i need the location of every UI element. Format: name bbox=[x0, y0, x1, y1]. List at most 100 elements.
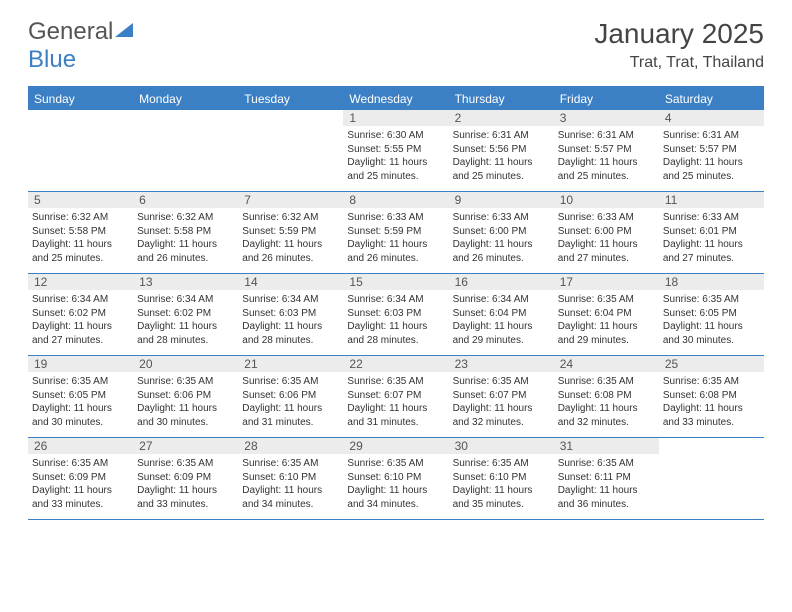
daylight-text: Daylight: 11 hours and 28 minutes. bbox=[137, 320, 234, 347]
day-info: Sunrise: 6:35 AMSunset: 6:07 PMDaylight:… bbox=[453, 375, 550, 429]
day-number bbox=[659, 438, 764, 454]
calendar-cell: 15Sunrise: 6:34 AMSunset: 6:03 PMDayligh… bbox=[343, 274, 448, 355]
sunset-text: Sunset: 6:02 PM bbox=[137, 307, 234, 321]
sunset-text: Sunset: 6:03 PM bbox=[347, 307, 444, 321]
daylight-text: Daylight: 11 hours and 26 minutes. bbox=[242, 238, 339, 265]
sunset-text: Sunset: 6:10 PM bbox=[347, 471, 444, 485]
sunrise-text: Sunrise: 6:35 AM bbox=[347, 375, 444, 389]
sunset-text: Sunset: 6:09 PM bbox=[32, 471, 129, 485]
sunrise-text: Sunrise: 6:34 AM bbox=[242, 293, 339, 307]
daylight-text: Daylight: 11 hours and 25 minutes. bbox=[663, 156, 760, 183]
daylight-text: Daylight: 11 hours and 27 minutes. bbox=[663, 238, 760, 265]
day-info: Sunrise: 6:31 AMSunset: 5:57 PMDaylight:… bbox=[558, 129, 655, 183]
day-number: 5 bbox=[28, 192, 133, 208]
calendar-cell: 23 Sunrise: 6:35 AMSunset: 6:07 PMDayligh… bbox=[449, 356, 554, 437]
day-number: 7 bbox=[238, 192, 343, 208]
sunset-text: Sunset: 6:00 PM bbox=[558, 225, 655, 239]
calendar-cell: 6Sunrise: 6:32 AMSunset: 5:58 PMDaylight… bbox=[133, 192, 238, 273]
day-info: Sunrise: 6:35 AMSunset: 6:11 PMDaylight:… bbox=[558, 457, 655, 511]
sunset-text: Sunset: 5:59 PM bbox=[347, 225, 444, 239]
day-number: 12 bbox=[28, 274, 133, 290]
day-number: 31 bbox=[554, 438, 659, 454]
day-number: 9 bbox=[449, 192, 554, 208]
calendar-cell: 14Sunrise: 6:34 AMSunset: 6:03 PMDayligh… bbox=[238, 274, 343, 355]
day-number: 23 bbox=[449, 356, 554, 372]
calendar-cell: 24Sunrise: 6:35 AMSunset: 6:08 PMDayligh… bbox=[554, 356, 659, 437]
day-info: Sunrise: 6:32 AMSunset: 5:58 PMDaylight:… bbox=[137, 211, 234, 265]
calendar-cell: 29 Sunrise: 6:35 AMSunset: 6:10 PMDayligh… bbox=[343, 438, 448, 519]
month-title: January 2025 bbox=[594, 18, 764, 50]
daylight-text: Daylight: 11 hours and 25 minutes. bbox=[347, 156, 444, 183]
daylight-text: Daylight: 11 hours and 29 minutes. bbox=[453, 320, 550, 347]
daylight-text: Daylight: 11 hours and 25 minutes. bbox=[453, 156, 550, 183]
day-info: Sunrise: 6:35 AMSunset: 6:10 PMDaylight:… bbox=[347, 457, 444, 511]
day-info: Sunrise: 6:35 AMSunset: 6:05 PMDaylight:… bbox=[32, 375, 129, 429]
daylight-text: Daylight: 11 hours and 30 minutes. bbox=[137, 402, 234, 429]
sunset-text: Sunset: 6:00 PM bbox=[453, 225, 550, 239]
daylight-text: Daylight: 11 hours and 26 minutes. bbox=[137, 238, 234, 265]
calendar-cell: 3Sunrise: 6:31 AMSunset: 5:57 PMDaylight… bbox=[554, 110, 659, 191]
sunrise-text: Sunrise: 6:35 AM bbox=[137, 375, 234, 389]
day-header: Saturday bbox=[659, 88, 764, 110]
day-number bbox=[28, 110, 133, 126]
sunset-text: Sunset: 6:10 PM bbox=[242, 471, 339, 485]
sunset-text: Sunset: 6:06 PM bbox=[137, 389, 234, 403]
sunset-text: Sunset: 6:01 PM bbox=[663, 225, 760, 239]
daylight-text: Daylight: 11 hours and 36 minutes. bbox=[558, 484, 655, 511]
day-info: Sunrise: 6:33 AMSunset: 6:01 PMDaylight:… bbox=[663, 211, 760, 265]
sunrise-text: Sunrise: 6:35 AM bbox=[453, 375, 550, 389]
sunrise-text: Sunrise: 6:31 AM bbox=[453, 129, 550, 143]
day-number: 25 bbox=[659, 356, 764, 372]
day-number: 30 bbox=[449, 438, 554, 454]
sunrise-text: Sunrise: 6:34 AM bbox=[453, 293, 550, 307]
sunrise-text: Sunrise: 6:35 AM bbox=[453, 457, 550, 471]
day-info: Sunrise: 6:33 AMSunset: 6:00 PMDaylight:… bbox=[558, 211, 655, 265]
day-info: Sunrise: 6:33 AMSunset: 6:00 PMDaylight:… bbox=[453, 211, 550, 265]
calendar-cell: 9 Sunrise: 6:33 AMSunset: 6:00 PMDaylight… bbox=[449, 192, 554, 273]
sunrise-text: Sunrise: 6:35 AM bbox=[242, 375, 339, 389]
day-number: 18 bbox=[659, 274, 764, 290]
day-number: 13 bbox=[133, 274, 238, 290]
calendar-cell: 22Sunrise: 6:35 AMSunset: 6:07 PMDayligh… bbox=[343, 356, 448, 437]
calendar-cell: 11Sunrise: 6:33 AMSunset: 6:01 PMDayligh… bbox=[659, 192, 764, 273]
sunrise-text: Sunrise: 6:35 AM bbox=[347, 457, 444, 471]
day-number bbox=[238, 110, 343, 126]
day-info: Sunrise: 6:35 AMSunset: 6:08 PMDaylight:… bbox=[663, 375, 760, 429]
sunrise-text: Sunrise: 6:34 AM bbox=[32, 293, 129, 307]
day-info: Sunrise: 6:32 AMSunset: 5:58 PMDaylight:… bbox=[32, 211, 129, 265]
calendar-cell: 8Sunrise: 6:33 AMSunset: 5:59 PMDaylight… bbox=[343, 192, 448, 273]
day-number: 29 bbox=[343, 438, 448, 454]
sunset-text: Sunset: 6:11 PM bbox=[558, 471, 655, 485]
sunrise-text: Sunrise: 6:35 AM bbox=[32, 375, 129, 389]
daylight-text: Daylight: 11 hours and 32 minutes. bbox=[453, 402, 550, 429]
day-header: Thursday bbox=[449, 88, 554, 110]
day-info: Sunrise: 6:30 AMSunset: 5:55 PMDaylight:… bbox=[347, 129, 444, 183]
sunset-text: Sunset: 5:57 PM bbox=[663, 143, 760, 157]
daylight-text: Daylight: 11 hours and 26 minutes. bbox=[347, 238, 444, 265]
day-info: Sunrise: 6:34 AMSunset: 6:04 PMDaylight:… bbox=[453, 293, 550, 347]
day-info: Sunrise: 6:33 AMSunset: 5:59 PMDaylight:… bbox=[347, 211, 444, 265]
calendar-cell: 13Sunrise: 6:34 AMSunset: 6:02 PMDayligh… bbox=[133, 274, 238, 355]
sunrise-text: Sunrise: 6:35 AM bbox=[32, 457, 129, 471]
daylight-text: Daylight: 11 hours and 34 minutes. bbox=[242, 484, 339, 511]
sunset-text: Sunset: 6:08 PM bbox=[663, 389, 760, 403]
daylight-text: Daylight: 11 hours and 29 minutes. bbox=[558, 320, 655, 347]
day-number: 15 bbox=[343, 274, 448, 290]
calendar-cell bbox=[28, 110, 133, 191]
sunrise-text: Sunrise: 6:32 AM bbox=[242, 211, 339, 225]
day-info: Sunrise: 6:35 AMSunset: 6:09 PMDaylight:… bbox=[32, 457, 129, 511]
sunrise-text: Sunrise: 6:31 AM bbox=[558, 129, 655, 143]
calendar-cell: 31 Sunrise: 6:35 AMSunset: 6:11 PMDayligh… bbox=[554, 438, 659, 519]
calendar-cell: 18Sunrise: 6:35 AMSunset: 6:05 PMDayligh… bbox=[659, 274, 764, 355]
day-number: 4 bbox=[659, 110, 764, 126]
sail-icon bbox=[115, 23, 133, 37]
calendar-cell: 21Sunrise: 6:35 AMSunset: 6:06 PMDayligh… bbox=[238, 356, 343, 437]
day-number: 1 bbox=[343, 110, 448, 126]
calendar-week: 1 Sunrise: 6:30 AMSunset: 5:55 PMDaylight… bbox=[28, 110, 764, 192]
sunset-text: Sunset: 6:07 PM bbox=[347, 389, 444, 403]
title-block: January 2025 Trat, Trat, Thailand bbox=[594, 18, 764, 72]
daylight-text: Daylight: 11 hours and 28 minutes. bbox=[242, 320, 339, 347]
calendar-cell: 17Sunrise: 6:35 AMSunset: 6:04 PMDayligh… bbox=[554, 274, 659, 355]
calendar-week: 12Sunrise: 6:34 AMSunset: 6:02 PMDayligh… bbox=[28, 274, 764, 356]
sunset-text: Sunset: 6:10 PM bbox=[453, 471, 550, 485]
